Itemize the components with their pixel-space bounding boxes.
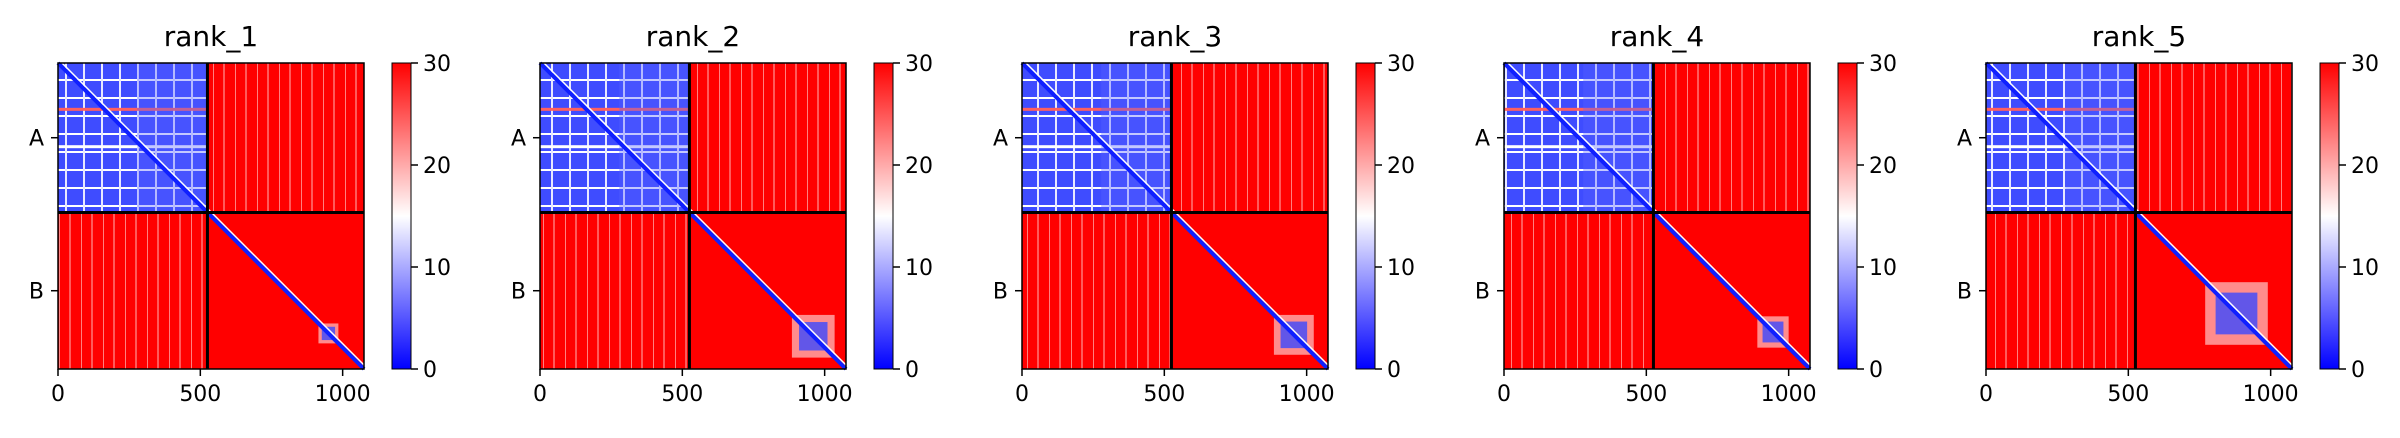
colorbar-tick-label: 30: [2351, 52, 2379, 77]
diagonal-edge: [59, 60, 367, 368]
heatmap-panel-5: rank_5 0 500 1000 A B 0 10 20 30: [1957, 20, 2379, 407]
x-tick-label: 0: [51, 382, 65, 407]
colorbar-tick-label: 30: [1869, 52, 1897, 77]
panel-title: rank_4: [1610, 20, 1704, 53]
x-tick-label: 0: [1015, 382, 1029, 407]
heatmap-panel-1: rank_1 0 500 1000 A B 0 10 20 30: [29, 20, 451, 407]
colorbar: [391, 62, 412, 370]
colorbar-tick-label: 10: [1387, 256, 1415, 281]
x-tick-label: 500: [1143, 382, 1185, 407]
diagonal-edge: [1987, 60, 2295, 368]
colorbar-tick-label: 20: [423, 154, 451, 179]
x-tick-label: 0: [1497, 382, 1511, 407]
axes-frame: [1021, 62, 1329, 370]
axes-frame: [57, 62, 365, 370]
colorbar-tick-label: 0: [1869, 358, 1883, 383]
diagonal-edge: [541, 60, 849, 368]
x-tick-label: 0: [1979, 382, 1993, 407]
colorbar: [2319, 62, 2340, 370]
x-tick-label: 500: [2107, 382, 2149, 407]
diagonal-edge: [1505, 60, 1813, 368]
colorbar-tick-label: 30: [1387, 52, 1415, 77]
block-A-A-shade: [619, 63, 690, 213]
colorbar: [1355, 62, 1376, 370]
y-tick-label: B: [29, 280, 44, 305]
axes-frame: [1985, 62, 2293, 370]
colorbar-tick-label: 10: [423, 256, 451, 281]
colorbar-tick-label: 20: [905, 154, 933, 179]
diagonal: [56, 61, 366, 371]
x-tick-label: 0: [533, 382, 547, 407]
colorbar-tick-label: 10: [905, 256, 933, 281]
colorbar-tick-label: 0: [1387, 358, 1401, 383]
diagonal-edge: [1023, 60, 1331, 368]
x-tick-label: 500: [661, 382, 703, 407]
x-tick-label: 1000: [315, 382, 371, 407]
colorbar-tick-label: 10: [1869, 256, 1897, 281]
x-tick-label: 1000: [797, 382, 853, 407]
colorbar-tick-label: 30: [905, 52, 933, 77]
diagonal: [1984, 61, 2294, 371]
heatmap-panel-4: rank_4 0 500 1000 A B 0 10 20 30: [1475, 20, 1897, 407]
y-tick-label: A: [1957, 127, 1972, 152]
y-tick-label: A: [29, 127, 44, 152]
colorbar-tick-label: 0: [905, 358, 919, 383]
colorbar-tick-label: 20: [2351, 154, 2379, 179]
x-tick-label: 500: [1625, 382, 1667, 407]
x-tick-label: 1000: [1761, 382, 1817, 407]
colorbar-tick-label: 20: [1869, 154, 1897, 179]
block-A-A-band: [1022, 145, 1172, 149]
colorbar-tick-label: 20: [1387, 154, 1415, 179]
block-A-A-shade: [1101, 63, 1172, 213]
y-tick-label: A: [511, 127, 526, 152]
block-A-A-band: [1022, 107, 1172, 111]
block-A-A-band: [540, 107, 690, 111]
colorbar: [1837, 62, 1858, 370]
colorbar-tick-label: 0: [2351, 358, 2365, 383]
axes-frame: [1503, 62, 1811, 370]
block-A-A-band: [1504, 107, 1654, 111]
block-A-A-band: [1986, 107, 2136, 111]
colorbar-tick-label: 10: [2351, 256, 2379, 281]
panel-title: rank_5: [2092, 20, 2186, 53]
y-tick-label: B: [1957, 280, 1972, 305]
colorbar: [873, 62, 894, 370]
block-A-A-shade: [2065, 63, 2136, 213]
diagonal: [1020, 61, 1330, 371]
x-tick-label: 500: [179, 382, 221, 407]
heatmap-panel-3: rank_3 0 500 1000 A B 0 10 20 30: [993, 20, 1415, 407]
y-tick-label: B: [1475, 280, 1490, 305]
block-A-A-band: [540, 145, 690, 149]
y-tick-label: B: [511, 280, 526, 305]
diagonal: [538, 61, 848, 371]
colorbar-tick-label: 30: [423, 52, 451, 77]
block-A-A-band: [58, 145, 208, 149]
x-tick-label: 1000: [1279, 382, 1335, 407]
y-tick-label: A: [993, 127, 1008, 152]
colorbar-tick-label: 0: [423, 358, 437, 383]
x-tick-label: 1000: [2243, 382, 2299, 407]
block-A-A-band: [58, 107, 208, 111]
panel-title: rank_2: [646, 20, 740, 53]
y-tick-label: A: [1475, 127, 1490, 152]
block-A-A-shade: [1583, 63, 1654, 213]
panel-title: rank_1: [164, 20, 258, 53]
diagonal: [1502, 61, 1812, 371]
axes-frame: [539, 62, 847, 370]
heatmap-panel-2: rank_2 0 500 1000 A B 0 10 20 30: [511, 20, 933, 407]
y-tick-label: B: [993, 280, 1008, 305]
block-A-A-shade: [137, 63, 208, 213]
block-A-A-band: [1504, 145, 1654, 149]
block-A-A-band: [1986, 145, 2136, 149]
panel-title: rank_3: [1128, 20, 1222, 53]
